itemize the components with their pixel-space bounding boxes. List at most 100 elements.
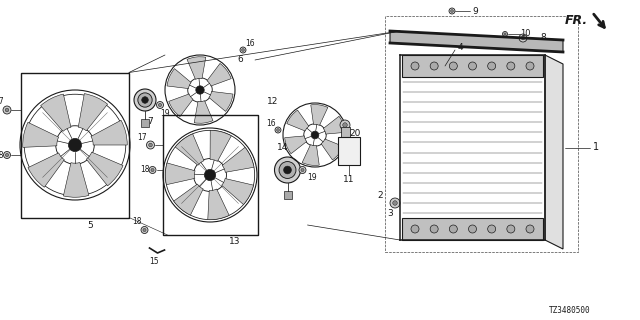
Circle shape — [488, 62, 495, 70]
Bar — [21, 73, 129, 218]
Wedge shape — [23, 122, 59, 147]
Text: 14: 14 — [277, 143, 288, 153]
Circle shape — [507, 62, 515, 70]
Wedge shape — [209, 92, 233, 111]
Circle shape — [311, 131, 319, 139]
Wedge shape — [78, 93, 108, 131]
Text: 18: 18 — [0, 150, 4, 159]
Circle shape — [134, 89, 156, 111]
Text: 17: 17 — [0, 98, 4, 107]
Circle shape — [488, 225, 495, 233]
Wedge shape — [210, 130, 231, 161]
Circle shape — [3, 151, 10, 158]
Circle shape — [299, 166, 306, 173]
Wedge shape — [194, 100, 213, 123]
Text: 7: 7 — [147, 117, 153, 126]
Wedge shape — [28, 153, 65, 187]
Circle shape — [3, 106, 11, 114]
Bar — [284, 191, 291, 199]
Circle shape — [521, 36, 525, 40]
Text: 12: 12 — [268, 97, 278, 106]
Circle shape — [504, 33, 506, 35]
Circle shape — [411, 225, 419, 233]
Text: 19: 19 — [160, 109, 170, 118]
Circle shape — [151, 168, 154, 172]
Circle shape — [159, 103, 161, 107]
Circle shape — [449, 62, 458, 70]
Bar — [402, 55, 543, 77]
Text: 15: 15 — [150, 258, 159, 267]
Circle shape — [526, 62, 534, 70]
Circle shape — [390, 198, 400, 208]
Wedge shape — [165, 163, 195, 185]
Text: 3: 3 — [387, 209, 393, 218]
Wedge shape — [302, 145, 319, 165]
Circle shape — [149, 166, 156, 173]
Circle shape — [279, 162, 296, 179]
Circle shape — [5, 108, 9, 112]
Circle shape — [449, 225, 458, 233]
Circle shape — [276, 129, 279, 131]
Circle shape — [451, 10, 453, 12]
Circle shape — [196, 86, 204, 94]
Text: TZ3480500: TZ3480500 — [549, 306, 591, 315]
Wedge shape — [175, 134, 204, 165]
Text: 16: 16 — [266, 118, 276, 127]
Circle shape — [141, 97, 148, 103]
Circle shape — [275, 157, 301, 183]
Circle shape — [143, 228, 146, 232]
Circle shape — [240, 47, 246, 53]
Bar — [338, 137, 360, 165]
Circle shape — [148, 143, 152, 147]
Circle shape — [526, 225, 534, 233]
Wedge shape — [207, 63, 231, 86]
Wedge shape — [40, 94, 71, 131]
Circle shape — [301, 168, 304, 172]
Text: 11: 11 — [343, 175, 355, 185]
Text: FR.: FR. — [565, 13, 588, 27]
Circle shape — [147, 141, 154, 149]
Circle shape — [275, 127, 281, 133]
Circle shape — [507, 225, 515, 233]
Circle shape — [5, 153, 8, 156]
Circle shape — [430, 62, 438, 70]
Circle shape — [449, 8, 455, 14]
Wedge shape — [285, 136, 307, 154]
Text: 19: 19 — [308, 173, 317, 182]
Circle shape — [68, 138, 82, 152]
Wedge shape — [321, 139, 343, 160]
Text: 18: 18 — [132, 218, 141, 227]
Wedge shape — [323, 116, 346, 134]
Text: 9: 9 — [472, 6, 478, 15]
Wedge shape — [222, 147, 254, 172]
Text: 1: 1 — [593, 142, 599, 153]
Wedge shape — [63, 163, 89, 197]
Wedge shape — [221, 179, 253, 204]
Circle shape — [284, 166, 291, 174]
Circle shape — [343, 123, 348, 127]
Circle shape — [468, 225, 477, 233]
Text: 13: 13 — [229, 237, 241, 246]
Circle shape — [502, 31, 508, 36]
Wedge shape — [208, 189, 229, 220]
Polygon shape — [390, 31, 563, 52]
Circle shape — [430, 225, 438, 233]
Bar — [163, 115, 257, 235]
Circle shape — [411, 62, 419, 70]
Wedge shape — [287, 110, 309, 131]
Bar — [141, 119, 149, 127]
Text: 18: 18 — [140, 165, 149, 174]
Text: 16: 16 — [245, 38, 255, 47]
Wedge shape — [91, 120, 127, 145]
Circle shape — [157, 101, 163, 108]
Text: 8: 8 — [540, 34, 546, 43]
Text: 4: 4 — [457, 43, 463, 52]
Text: 10: 10 — [520, 29, 531, 38]
Circle shape — [468, 62, 477, 70]
Text: 17: 17 — [138, 132, 147, 141]
Circle shape — [141, 227, 148, 234]
Wedge shape — [173, 184, 204, 215]
Bar — [402, 218, 543, 240]
Wedge shape — [86, 152, 123, 186]
Polygon shape — [545, 55, 563, 249]
